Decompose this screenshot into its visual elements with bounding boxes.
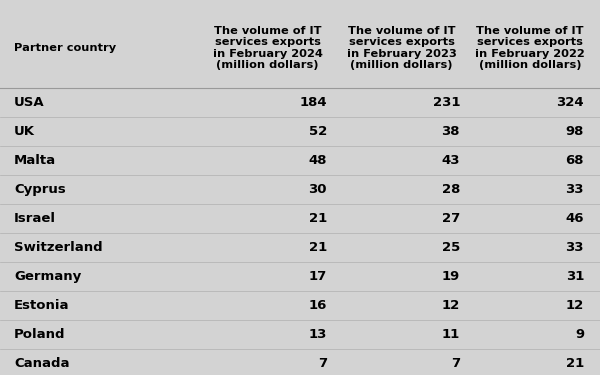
Text: 13: 13 bbox=[308, 328, 327, 341]
Text: Poland: Poland bbox=[14, 328, 65, 341]
Text: 184: 184 bbox=[299, 96, 327, 109]
Text: The volume of IT
services exports
in February 2023
(million dollars): The volume of IT services exports in Feb… bbox=[347, 26, 457, 70]
Text: Cyprus: Cyprus bbox=[14, 183, 66, 196]
Text: 21: 21 bbox=[566, 357, 584, 370]
Text: 30: 30 bbox=[308, 183, 327, 196]
Bar bbox=[0, 175, 600, 204]
Bar bbox=[0, 204, 600, 233]
Text: Partner country: Partner country bbox=[14, 43, 116, 53]
Text: 48: 48 bbox=[308, 154, 327, 167]
Text: The volume of IT
services exports
in February 2024
(million dollars): The volume of IT services exports in Feb… bbox=[212, 26, 322, 70]
Bar bbox=[0, 117, 600, 146]
Text: Switzerland: Switzerland bbox=[14, 241, 103, 254]
Text: 46: 46 bbox=[566, 212, 584, 225]
Text: USA: USA bbox=[14, 96, 44, 109]
Bar bbox=[0, 88, 600, 117]
Bar bbox=[0, 320, 600, 349]
Bar bbox=[0, 349, 600, 375]
Text: 7: 7 bbox=[451, 357, 460, 370]
Bar bbox=[0, 8, 600, 88]
Text: Malta: Malta bbox=[14, 154, 56, 167]
Text: 324: 324 bbox=[556, 96, 584, 109]
Bar bbox=[0, 262, 600, 291]
Text: 68: 68 bbox=[566, 154, 584, 167]
Text: 33: 33 bbox=[566, 183, 584, 196]
Text: 98: 98 bbox=[566, 125, 584, 138]
Text: 38: 38 bbox=[442, 125, 460, 138]
Bar bbox=[0, 233, 600, 262]
Text: 17: 17 bbox=[309, 270, 327, 283]
Text: Canada: Canada bbox=[14, 357, 70, 370]
Bar bbox=[0, 146, 600, 175]
Text: Israel: Israel bbox=[14, 212, 56, 225]
Text: 12: 12 bbox=[442, 299, 460, 312]
Text: The volume of IT
services exports
in February 2022
(million dollars): The volume of IT services exports in Feb… bbox=[475, 26, 585, 70]
Text: 12: 12 bbox=[566, 299, 584, 312]
Text: UK: UK bbox=[14, 125, 35, 138]
Text: 27: 27 bbox=[442, 212, 460, 225]
Text: 231: 231 bbox=[433, 96, 460, 109]
Text: 25: 25 bbox=[442, 241, 460, 254]
Text: 7: 7 bbox=[318, 357, 327, 370]
Text: 43: 43 bbox=[442, 154, 460, 167]
Text: 9: 9 bbox=[575, 328, 584, 341]
Text: 16: 16 bbox=[308, 299, 327, 312]
Text: 33: 33 bbox=[566, 241, 584, 254]
Text: Estonia: Estonia bbox=[14, 299, 70, 312]
Text: Germany: Germany bbox=[14, 270, 81, 283]
Text: 11: 11 bbox=[442, 328, 460, 341]
Text: 28: 28 bbox=[442, 183, 460, 196]
Text: 19: 19 bbox=[442, 270, 460, 283]
Text: 52: 52 bbox=[309, 125, 327, 138]
Text: 21: 21 bbox=[309, 241, 327, 254]
Text: 21: 21 bbox=[309, 212, 327, 225]
Text: 31: 31 bbox=[566, 270, 584, 283]
Bar bbox=[0, 291, 600, 320]
